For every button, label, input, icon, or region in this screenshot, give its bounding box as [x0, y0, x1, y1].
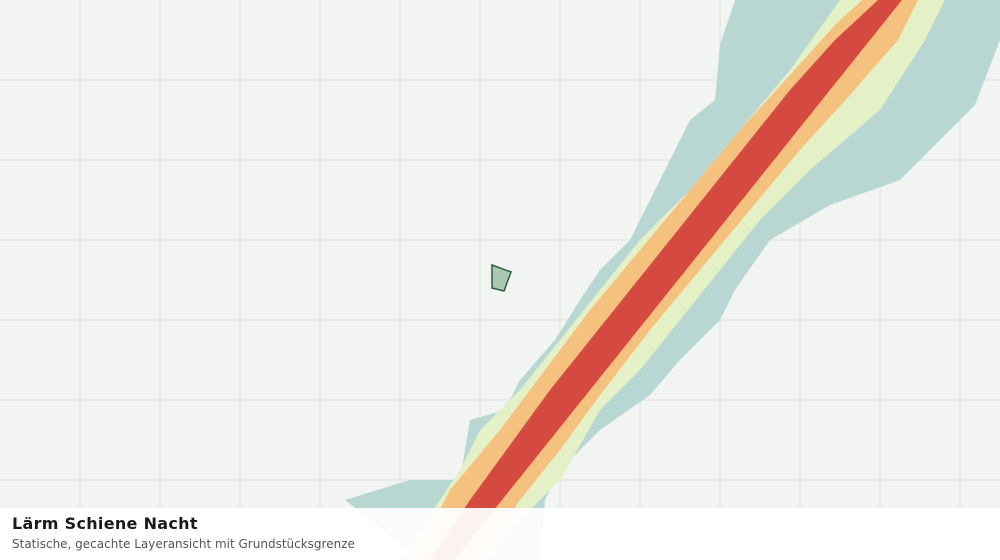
info-panel: Lärm Schiene Nacht Statische, gecachte L…	[0, 508, 1000, 560]
layer-subtitle: Statische, gecachte Layeransicht mit Gru…	[12, 537, 355, 551]
parcel-boundary[interactable]	[491, 263, 512, 292]
noise-zone-very-high	[430, 0, 902, 560]
layer-title: Lärm Schiene Nacht	[12, 514, 198, 533]
